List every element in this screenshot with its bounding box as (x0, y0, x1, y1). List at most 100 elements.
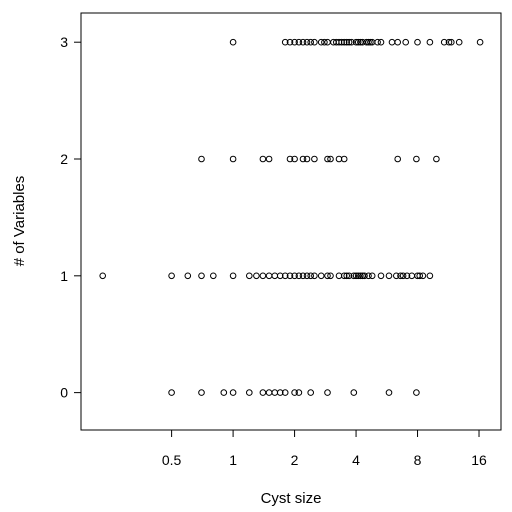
data-point (295, 272, 303, 280)
data-points (99, 38, 484, 396)
data-point (455, 38, 463, 46)
data-point (354, 38, 362, 46)
data-point (385, 272, 393, 280)
data-point (345, 38, 353, 46)
data-point (350, 272, 358, 280)
data-point (265, 389, 273, 396)
data-point (307, 389, 315, 396)
data-point (246, 272, 253, 280)
data-point (246, 389, 253, 396)
x-tick-label: 8 (414, 452, 422, 468)
x-tick-label: 16 (471, 452, 487, 468)
data-point (271, 272, 279, 280)
data-point (276, 272, 284, 280)
data-point (352, 38, 360, 46)
data-point (291, 272, 298, 280)
data-point (265, 272, 273, 280)
data-point (352, 272, 360, 280)
data-point (281, 38, 289, 46)
y-tick-label: 0 (60, 385, 68, 401)
data-point (426, 38, 434, 46)
data-point (361, 272, 368, 280)
data-point (291, 38, 298, 46)
data-point (354, 272, 362, 280)
data-point (303, 272, 311, 280)
data-point (321, 38, 328, 46)
data-point (324, 272, 331, 280)
y-axis: 0 1 2 3 (60, 34, 81, 401)
data-point (327, 155, 334, 163)
y-tick-label: 1 (60, 268, 68, 284)
data-point (340, 272, 348, 280)
data-point (265, 155, 273, 163)
x-tick-label: 4 (352, 452, 360, 468)
data-point (413, 155, 420, 163)
data-point (317, 272, 325, 280)
data-point (414, 38, 421, 46)
data-point (303, 38, 311, 46)
data-point (168, 272, 175, 280)
data-point (291, 389, 298, 396)
data-point (350, 389, 358, 396)
data-point (295, 389, 303, 396)
y-axis-title: # of Variables (11, 176, 28, 267)
data-point (343, 272, 351, 280)
data-point (340, 155, 348, 163)
data-point (198, 155, 205, 163)
x-axis: 0.5 1 2 4 8 16 (162, 430, 487, 468)
data-point (357, 272, 364, 280)
data-point (271, 389, 279, 396)
x-tick-label: 0.5 (162, 452, 182, 468)
x-tick-label: 2 (291, 452, 299, 468)
data-point (340, 38, 348, 46)
data-point (307, 38, 315, 46)
data-point (303, 155, 311, 163)
data-point (393, 272, 400, 280)
data-point (184, 272, 192, 280)
data-point (327, 272, 334, 280)
data-point (394, 155, 402, 163)
data-point (368, 272, 376, 280)
data-point (365, 272, 372, 280)
data-point (365, 38, 372, 46)
data-point (367, 38, 374, 46)
data-point (286, 155, 294, 163)
data-point (399, 272, 407, 280)
data-point (416, 272, 424, 280)
data-point (324, 389, 331, 396)
data-point (440, 38, 448, 46)
data-point (229, 272, 237, 280)
data-point (324, 155, 331, 163)
data-point (276, 389, 284, 396)
data-point (413, 389, 420, 396)
data-point (198, 272, 205, 280)
data-point (377, 38, 385, 46)
data-point (402, 38, 410, 46)
data-point (311, 272, 318, 280)
data-point (281, 272, 289, 280)
data-point (394, 38, 402, 46)
data-point (476, 38, 484, 46)
data-point (299, 272, 307, 280)
data-point (348, 38, 355, 46)
data-point (198, 389, 205, 396)
data-point (419, 272, 427, 280)
data-point (295, 38, 303, 46)
data-point (426, 272, 434, 280)
data-point (168, 389, 175, 396)
data-point (229, 389, 237, 396)
data-point (374, 38, 381, 46)
data-point (448, 38, 455, 46)
data-point (253, 272, 260, 280)
data-point (220, 389, 228, 396)
data-point (99, 272, 106, 280)
data-point (286, 38, 294, 46)
data-point (311, 155, 318, 163)
data-point (345, 272, 353, 280)
data-point (397, 272, 404, 280)
data-point (307, 272, 315, 280)
data-point (385, 389, 393, 396)
data-point (299, 38, 307, 46)
plot-frame (80, 12, 502, 431)
